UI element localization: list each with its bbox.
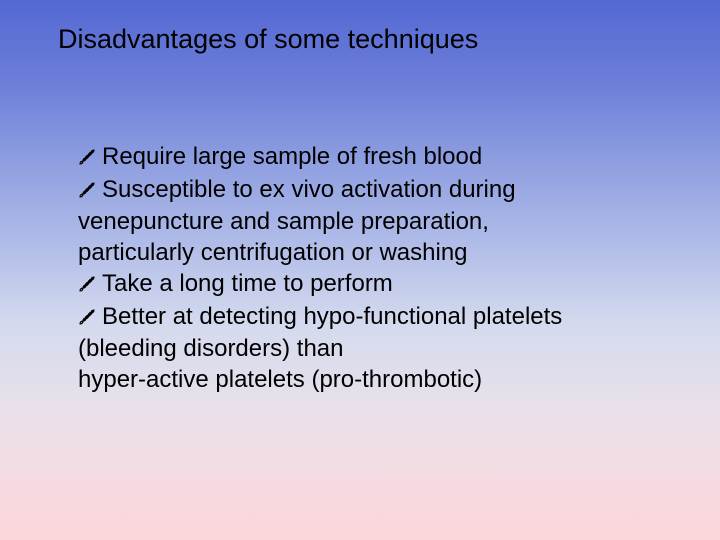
wheat-ear-bullet-icon: [78, 271, 98, 302]
slide: Disadvantages of some techniques R: [0, 0, 720, 540]
wheat-ear-bullet-icon: [78, 304, 98, 335]
bullet-text: Susceptible to ex vivo activation during: [102, 176, 516, 203]
bullet-continuation: particularly centrifugation or washing: [78, 238, 660, 269]
bullet-item: Susceptible to ex vivo activation during: [78, 175, 660, 208]
bullet-text: Require large sample of fresh blood: [102, 143, 482, 170]
bullet-text: Take a long time to perform: [102, 270, 393, 297]
bullet-item: Require large sample of fresh blood: [78, 142, 660, 175]
bullet-continuation: (bleeding disorders) than: [78, 334, 660, 365]
wheat-ear-bullet-icon: [78, 177, 98, 208]
wheat-ear-bullet-icon: [78, 144, 98, 175]
bullet-continuation: hyper-active platelets (pro-thrombotic): [78, 365, 660, 396]
slide-title: Disadvantages of some techniques: [58, 24, 478, 55]
slide-body: Require large sample of fresh blood: [78, 142, 660, 396]
bullet-text: Better at detecting hypo-functional plat…: [102, 303, 562, 330]
bullet-item: Take a long time to perform: [78, 269, 660, 302]
bullet-item: Better at detecting hypo-functional plat…: [78, 302, 660, 335]
bullet-continuation: venepuncture and sample preparation,: [78, 207, 660, 238]
